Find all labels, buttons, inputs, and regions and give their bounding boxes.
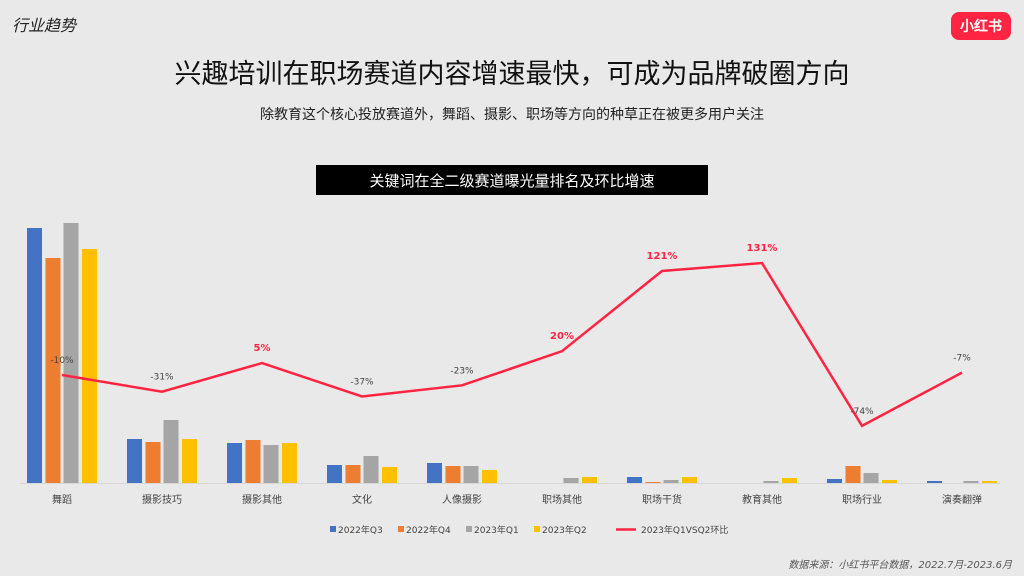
legend-label: 2023年Q1	[474, 524, 519, 536]
category-label: 职场干货	[642, 493, 682, 506]
category-label: 教育其他	[742, 493, 782, 506]
bar	[845, 466, 861, 483]
bar	[327, 465, 342, 483]
bar	[563, 478, 579, 483]
bar	[927, 481, 942, 483]
bar	[63, 223, 79, 483]
bar	[282, 443, 297, 483]
legend-label: 2022年Q3	[338, 524, 383, 536]
bar	[82, 249, 97, 483]
bar	[427, 463, 442, 483]
bar	[163, 420, 179, 483]
data-label: -37%	[350, 377, 374, 387]
bar	[763, 481, 779, 483]
bar	[482, 470, 497, 483]
data-label: 131%	[747, 243, 778, 254]
chart-title: 关键词在全二级赛道曝光量排名及环比增速	[316, 165, 708, 195]
data-label: -7%	[953, 354, 971, 364]
bar	[227, 443, 242, 483]
data-label: 20%	[550, 331, 574, 342]
legend-label: 2022年Q4	[406, 524, 451, 536]
legend-label: 2023年Q1VSQ2环比	[641, 524, 728, 536]
legend-label: 2023年Q2	[542, 524, 587, 536]
category-label: 文化	[352, 493, 372, 506]
category-label: 摄影其他	[242, 493, 282, 506]
bar	[663, 480, 679, 483]
growth-line	[61, 261, 963, 428]
data-label: 121%	[647, 251, 678, 262]
bar	[27, 228, 42, 483]
category-label: 职场其他	[542, 493, 582, 506]
legend-swatch	[330, 526, 336, 532]
bar	[645, 482, 661, 483]
data-label: 5%	[254, 343, 271, 354]
xiaohongshu-logo: 小红书	[951, 12, 1011, 40]
bar	[145, 442, 161, 483]
category-label: 摄影技巧	[142, 493, 182, 506]
bar	[682, 477, 697, 483]
category-label: 职场行业	[842, 493, 882, 506]
category-label: 演奏翻弹	[942, 493, 982, 506]
bar	[445, 466, 461, 483]
category-label: 舞蹈	[52, 494, 72, 506]
bar	[182, 439, 197, 483]
category-label: 人像摄影	[442, 493, 482, 506]
bar	[982, 481, 997, 483]
data-label: -10%	[50, 356, 74, 366]
bar	[582, 477, 597, 483]
bar	[45, 258, 61, 483]
data-source: 数据来源：小红书平台数据，2022.7月-2023.6月	[788, 560, 1012, 571]
bar	[863, 473, 879, 483]
page-title: 兴趣培训在职场赛道内容增速最快，可成为品牌破圈方向	[174, 59, 850, 90]
bar	[382, 467, 397, 483]
bar	[627, 477, 642, 483]
bar	[345, 465, 361, 483]
bar	[127, 439, 142, 483]
bar	[245, 440, 261, 483]
legend-swatch	[466, 526, 472, 532]
bar	[263, 445, 279, 483]
legend-swatch	[534, 526, 540, 532]
page-subtitle: 除教育这个核心投放赛道外，舞蹈、摄影、职场等方向的种草正在被更多用户关注	[260, 107, 764, 123]
legend-swatch	[398, 526, 404, 532]
data-label: -31%	[150, 373, 174, 383]
bar	[463, 466, 479, 483]
section-label: 行业趋势	[12, 16, 77, 35]
bar	[963, 481, 979, 483]
bar	[363, 456, 379, 483]
bar	[827, 479, 842, 483]
bar	[782, 478, 797, 483]
data-label: -23%	[450, 366, 474, 376]
data-label: -74%	[850, 407, 874, 417]
bar	[882, 480, 897, 483]
